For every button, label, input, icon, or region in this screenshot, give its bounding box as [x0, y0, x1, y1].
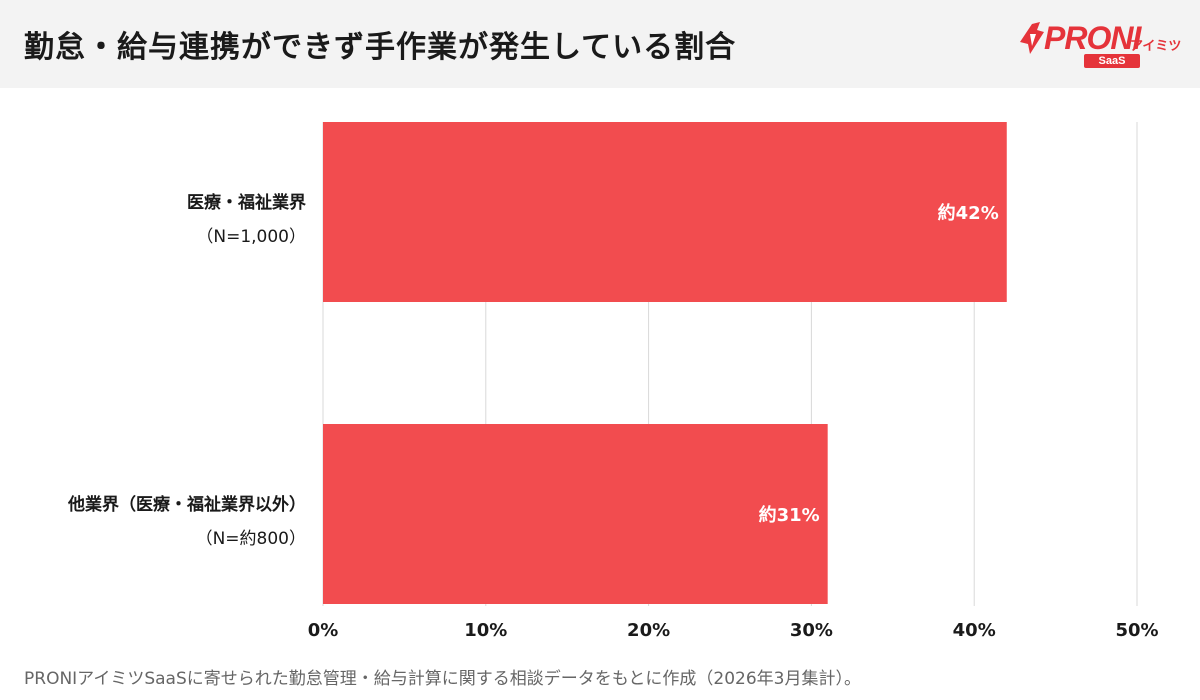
- data-label: 約42%: [938, 202, 999, 224]
- logo-brand-text: PRONI: [1044, 20, 1141, 56]
- bar-chart: 0% 10% 20% 30% 40% 50% 約42% 医療・福祉業界 （N=1,000） 約31…: [67, 122, 1159, 641]
- page-title: 勤怠・給与連携ができず手作業が発生している割合: [24, 30, 737, 65]
- source-note: PRONIアイミツSaaSに寄せられた勤怠管理・給与計算に関する相談データをもと…: [24, 669, 861, 689]
- x-tick-label: 0%: [308, 620, 339, 641]
- logo-sub-text: アイミツ: [1130, 39, 1182, 54]
- category-sample-size: （N=約800）: [196, 529, 306, 549]
- x-tick-label: 50%: [1115, 620, 1158, 641]
- logo-saas-badge: SaaS: [1084, 54, 1140, 68]
- category-sample-size: （N=1,000）: [196, 227, 306, 247]
- category-label: 他業界（医療・福祉業界以外）: [67, 494, 306, 515]
- category-label: 医療・福祉業界: [187, 192, 306, 213]
- header: 勤怠・給与連携ができず手作業が発生している割合 PRONI アイミツ SaaS: [0, 0, 1200, 88]
- x-tick-label: 20%: [627, 620, 670, 641]
- x-tick-label: 30%: [790, 620, 833, 641]
- x-tick-label: 40%: [953, 620, 996, 641]
- logo-mark-icon: [1020, 22, 1044, 54]
- brand-logo[interactable]: PRONI アイミツ SaaS: [1018, 18, 1182, 70]
- data-label: 約31%: [759, 504, 820, 526]
- bar[interactable]: [323, 424, 828, 604]
- bar[interactable]: [323, 122, 1007, 302]
- x-tick-label: 10%: [464, 620, 507, 641]
